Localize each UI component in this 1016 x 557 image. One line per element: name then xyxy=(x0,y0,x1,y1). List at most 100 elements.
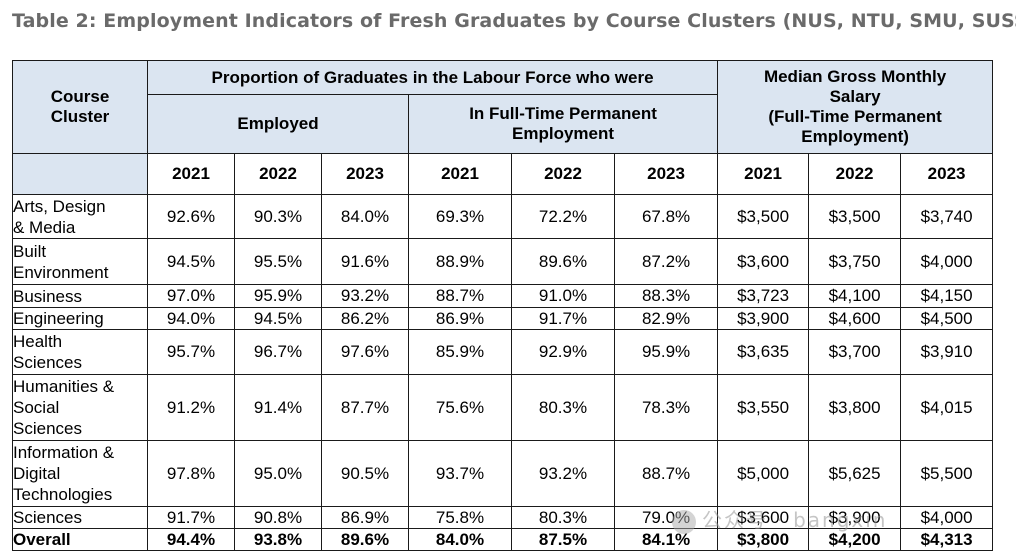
percent-cell: 97.0% xyxy=(147,284,235,308)
percent-cell: 84.0% xyxy=(321,194,409,239)
salary-cell: $4,000 xyxy=(900,238,994,285)
salary-cell: $3,723 xyxy=(717,284,810,308)
percent-cell: 95.7% xyxy=(147,329,235,375)
year-header-blank xyxy=(12,153,148,195)
salary-cell: $4,500 xyxy=(900,307,994,330)
percent-cell: 88.9% xyxy=(408,238,512,285)
course-cluster-cell: Engineering xyxy=(12,307,148,330)
header-proportion: Proportion of Graduates in the Labour Fo… xyxy=(146,60,719,95)
percent-cell: 75.8% xyxy=(408,506,512,529)
salary-cell: $3,750 xyxy=(808,238,902,285)
salary-cell: $3,635 xyxy=(717,329,810,375)
table-row: Sciences 91.7% 90.8% 86.9% 75.8% 80.3% 79.0% $3… xyxy=(12,506,994,529)
salary-cell: $3,800 xyxy=(808,374,902,441)
percent-cell: 80.3% xyxy=(511,374,615,441)
percent-cell: 85.9% xyxy=(408,329,512,375)
year-header: 2022 xyxy=(808,153,902,195)
salary-cell: $4,600 xyxy=(808,307,902,330)
percent-cell: 91.0% xyxy=(511,284,615,308)
percent-cell: 90.5% xyxy=(321,440,409,507)
salary-cell: $3,500 xyxy=(808,194,902,239)
salary-cell: $4,100 xyxy=(808,284,902,308)
percent-cell: 86.9% xyxy=(321,506,409,529)
table-row: Overall 94.4% 93.8% 89.6% 84.0% 87.5% 84.1% $3,… xyxy=(12,528,994,551)
percent-cell: 88.7% xyxy=(408,284,512,308)
year-header: 2023 xyxy=(613,153,719,195)
percent-cell: 96.7% xyxy=(234,329,322,375)
course-cluster-cell: Arts, Design & Media xyxy=(12,194,148,239)
header-salary: Median Gross Monthly Salary (Full-Time P… xyxy=(717,60,994,154)
percent-cell: 69.3% xyxy=(408,194,512,239)
percent-cell: 84.0% xyxy=(408,528,512,551)
course-cluster-cell: Business xyxy=(12,284,148,308)
salary-cell: $3,550 xyxy=(717,374,810,441)
percent-cell: 86.9% xyxy=(408,307,512,330)
salary-cell: $3,740 xyxy=(900,194,994,239)
year-header: 2023 xyxy=(321,153,409,195)
percent-cell: 95.0% xyxy=(234,440,322,507)
header-course-cluster: Course Cluster xyxy=(12,60,148,154)
percent-cell: 87.7% xyxy=(321,374,409,441)
percent-cell: 87.5% xyxy=(511,528,615,551)
percent-cell: 88.7% xyxy=(613,440,719,507)
salary-cell: $3,800 xyxy=(717,528,810,551)
percent-cell: 67.8% xyxy=(613,194,719,239)
watermark: 公众号 · bangxin xyxy=(672,504,887,534)
percent-cell: 72.2% xyxy=(511,194,615,239)
percent-cell: 89.6% xyxy=(511,238,615,285)
percent-cell: 95.5% xyxy=(234,238,322,285)
year-header: 2023 xyxy=(900,153,994,195)
course-cluster-cell: Sciences xyxy=(12,506,148,529)
percent-cell: 89.6% xyxy=(321,528,409,551)
percent-cell: 93.2% xyxy=(321,284,409,308)
salary-cell: $4,000 xyxy=(900,506,994,529)
salary-cell: $3,910 xyxy=(900,329,994,375)
course-cluster-cell: Built Environment xyxy=(12,238,148,285)
salary-cell: $4,200 xyxy=(808,528,902,551)
year-header: 2022 xyxy=(511,153,615,195)
course-cluster-cell: Humanities & Social Sciences xyxy=(12,374,148,441)
salary-cell: $3,600 xyxy=(717,238,810,285)
year-header: 2021 xyxy=(717,153,810,195)
percent-cell: 94.5% xyxy=(147,238,235,285)
percent-cell: 91.6% xyxy=(321,238,409,285)
percent-cell: 97.6% xyxy=(321,329,409,375)
salary-cell: $4,313 xyxy=(900,528,994,551)
course-cluster-cell: Information & Digital Technologies xyxy=(12,440,148,507)
table-row: Engineering 94.0% 94.5% 86.2% 86.9% 91.7% 82.9… xyxy=(12,307,994,330)
percent-cell: 91.2% xyxy=(147,374,235,441)
wechat-icon xyxy=(672,509,696,534)
percent-cell: 75.6% xyxy=(408,374,512,441)
percent-cell: 91.4% xyxy=(234,374,322,441)
course-cluster-cell: Overall xyxy=(12,528,148,551)
title-text: Table 2: Employment Indicators of Fresh … xyxy=(12,10,1016,32)
percent-cell: 91.7% xyxy=(511,307,615,330)
table-row: Built Environment 94.5% 95.5% 91.6% 88.9% 89.6… xyxy=(12,238,994,285)
percent-cell: 84.1% xyxy=(613,528,719,551)
percent-cell: 80.3% xyxy=(511,506,615,529)
percent-cell: 93.7% xyxy=(408,440,512,507)
watermark-text: 公众号 · bangxin xyxy=(702,508,888,532)
percent-cell: 93.8% xyxy=(234,528,322,551)
header-ftpe: In Full-Time Permanent Employment xyxy=(407,94,719,154)
header-employed: Employed xyxy=(147,94,409,154)
salary-cell: $4,150 xyxy=(900,284,994,308)
salary-cell: $5,500 xyxy=(900,440,994,507)
year-header: 2022 xyxy=(234,153,322,195)
percent-cell: 90.8% xyxy=(234,506,322,529)
percent-cell: 78.3% xyxy=(613,374,719,441)
percent-cell: 92.6% xyxy=(147,194,235,239)
table-row: Information & Digital Technologies 97.8% 95.… xyxy=(12,440,994,507)
percent-cell: 88.3% xyxy=(613,284,719,308)
years-row: 2021 2022 2023 2021 2022 2023 2021 2022 … xyxy=(12,153,994,195)
course-cluster-cell: Health Sciences xyxy=(12,329,148,375)
percent-cell: 90.3% xyxy=(234,194,322,239)
percent-cell: 93.2% xyxy=(511,440,615,507)
table-row: Health Sciences 95.7% 96.7% 97.6% 85.9% 92.9% 9… xyxy=(12,329,994,375)
percent-cell: 95.9% xyxy=(234,284,322,308)
salary-cell: $3,900 xyxy=(717,307,810,330)
percent-cell: 97.8% xyxy=(147,440,235,507)
percent-cell: 82.9% xyxy=(613,307,719,330)
employment-table: Course Cluster Proportion of Graduates i… xyxy=(12,60,994,551)
percent-cell: 87.2% xyxy=(613,238,719,285)
